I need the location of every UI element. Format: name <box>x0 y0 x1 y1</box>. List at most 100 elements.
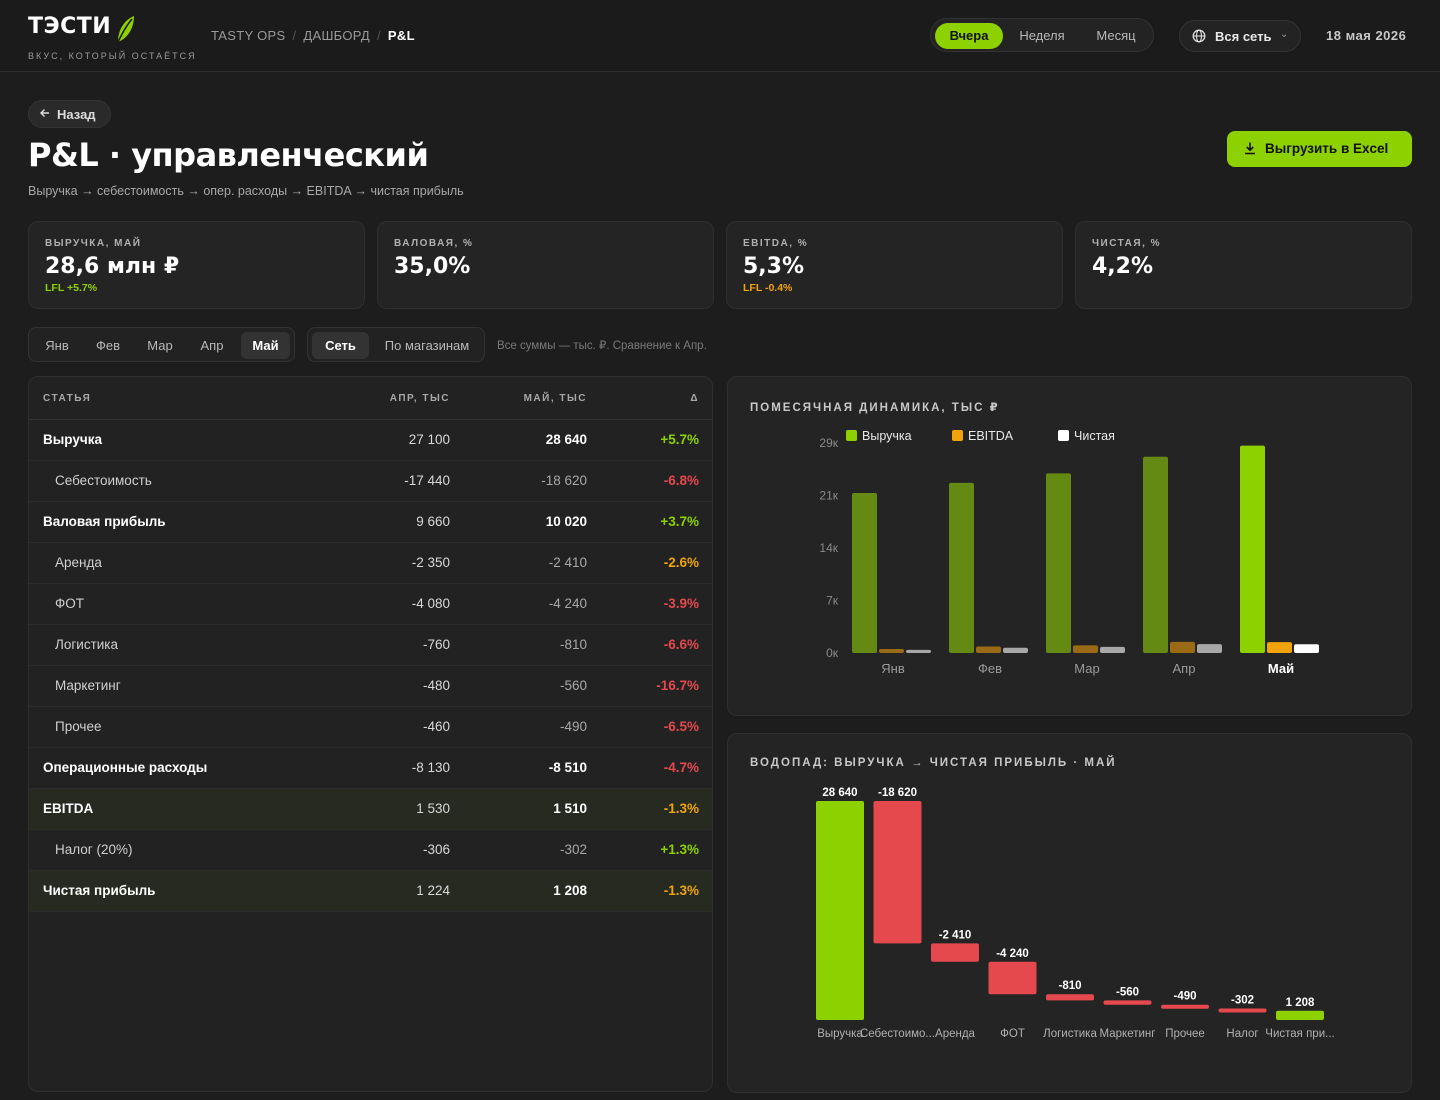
range-yesterday[interactable]: Вчера <box>935 23 1003 49</box>
waterfall-chart: 28 640 Выручка -18 620 Себестоимо... -2 410 А… <box>816 787 1335 1040</box>
bar-2[interactable] <box>1197 644 1222 653</box>
y-tick-label: 7к <box>826 594 839 608</box>
export-excel-button[interactable]: Выгрузить в Excel <box>1227 131 1412 167</box>
waterfall-bar[interactable] <box>1103 1000 1152 1005</box>
tab-jan[interactable]: Янв <box>45 338 69 353</box>
tab-may[interactable]: Май <box>241 332 290 359</box>
table-row[interactable]: Налог (20%) -306 -302 +1.3% <box>29 830 712 871</box>
data-label: 1 208 <box>1286 997 1315 1009</box>
x-tick-label: Аренда <box>935 1028 976 1040</box>
x-tick-label: ФОТ <box>1000 1028 1025 1040</box>
kpi-value: 35,0% <box>394 254 471 279</box>
waterfall-bar[interactable] <box>988 961 1037 995</box>
x-tick-label: Маркетинг <box>1100 1028 1156 1040</box>
table-row[interactable]: Логистика -760 -810 -6.6% <box>29 625 712 666</box>
waterfall-bar[interactable] <box>1161 1004 1209 1009</box>
row-label: EBITDA <box>43 801 94 816</box>
bar-1[interactable] <box>1073 645 1098 653</box>
page-title: P&L · управленческий <box>28 136 429 174</box>
bar-0[interactable] <box>1240 445 1265 653</box>
kpi-value: 4,2% <box>1092 254 1154 279</box>
tab-network[interactable]: Сеть <box>312 332 369 359</box>
kpi-card-ebitda: EBITDA, % 5,3% LFL -0.4% <box>726 221 1063 309</box>
bar-1[interactable] <box>1267 642 1292 653</box>
table-row[interactable]: Прочее -460 -490 -6.5% <box>29 707 712 748</box>
legend-swatch <box>846 430 857 441</box>
kpi-card-gross: ВАЛОВАЯ, % 35,0% <box>377 221 714 309</box>
row-label: Чистая прибыль <box>43 883 156 898</box>
kpi-caption: ВЫРУЧКА, МАЙ <box>45 238 142 249</box>
bar-2[interactable] <box>906 649 931 653</box>
table-row[interactable]: Операционные расходы -8 130 -8 510 -4.7% <box>29 748 712 789</box>
table-row[interactable]: ФОТ -4 080 -4 240 -3.9% <box>29 584 712 625</box>
x-tick-label: Прочее <box>1165 1028 1205 1040</box>
x-tick-label: Янв <box>881 661 905 676</box>
row-may-value: -2 410 <box>548 555 587 570</box>
row-apr-value: -480 <box>422 678 450 693</box>
bar-0[interactable] <box>949 482 974 653</box>
download-icon <box>1243 141 1257 158</box>
waterfall-bar[interactable] <box>1276 1010 1324 1020</box>
waterfall-bar[interactable] <box>931 943 979 962</box>
waterfall-bar[interactable] <box>816 801 864 1020</box>
tab-feb[interactable]: Фев <box>95 338 121 353</box>
range-week[interactable]: Неделя <box>1019 28 1065 43</box>
row-delta: -6.5% <box>663 719 699 734</box>
row-label: Валовая прибыль <box>43 514 166 529</box>
tab-by-stores[interactable]: По магазинам <box>384 338 470 353</box>
bar-0[interactable] <box>1046 473 1071 653</box>
breadcrumb-item[interactable]: ДАШБОРД <box>303 28 370 43</box>
y-tick-label: 21к <box>819 489 838 503</box>
bar-1[interactable] <box>976 646 1001 653</box>
bar-2[interactable] <box>1003 647 1028 653</box>
bar-1[interactable] <box>879 649 904 653</box>
table-row[interactable]: Аренда -2 350 -2 410 -2.6% <box>29 543 712 584</box>
kpi-lfl: LFL -0.4% <box>743 282 793 294</box>
row-apr-value: -4 080 <box>411 596 450 611</box>
x-tick-label: Выручка <box>817 1028 863 1040</box>
column-header: АПР, ТЫС <box>389 393 450 404</box>
monthly-bar-chart: 0к 7к 14к 21к 29к Выручка EBITDA Чистая Янв Фев Ма… <box>819 429 1319 676</box>
table-row[interactable]: Чистая прибыль 1 224 1 208 -1.3% <box>29 871 712 912</box>
table-row[interactable]: Маркетинг -480 -560 -16.7% <box>29 666 712 707</box>
row-apr-value: -2 350 <box>411 555 450 570</box>
x-tick-label: Себестоимо... <box>860 1028 935 1040</box>
table-row[interactable]: EBITDA 1 530 1 510 -1.3% <box>29 789 712 830</box>
row-apr-value: -8 130 <box>411 760 450 775</box>
waterfall-bar[interactable] <box>1218 1008 1267 1013</box>
bar-0[interactable] <box>852 492 877 653</box>
row-apr-value: 9 660 <box>416 514 450 529</box>
bar-1[interactable] <box>1170 641 1195 653</box>
breadcrumb-item[interactable]: TASTY OPS <box>211 28 286 43</box>
logo-text: ТЭСТИ <box>28 14 112 39</box>
logo[interactable]: ТЭСТИ ВКУС, КОТОРЫЙ ОСТАЁТСЯ <box>28 14 197 61</box>
x-tick-label: Чистая при... <box>1265 1028 1334 1040</box>
tab-mar[interactable]: Мар <box>147 338 173 353</box>
kpi-lfl: LFL +5.7% <box>45 282 98 294</box>
bar-2[interactable] <box>1294 644 1319 653</box>
table-row[interactable]: Выручка 27 100 28 640 +5.7% <box>29 420 712 461</box>
chevron-down-icon: ⌄ <box>1280 29 1289 40</box>
row-label: Себестоимость <box>55 473 152 488</box>
range-month[interactable]: Месяц <box>1096 28 1136 43</box>
chart-title: ВОДОПАД: ВЫРУЧКА → ЧИСТАЯ ПРИБЫЛЬ · МАЙ <box>750 757 1117 769</box>
column-header: Δ <box>690 393 699 404</box>
scope-tabs: Сеть По магазинам <box>307 327 485 362</box>
tab-apr[interactable]: Апр <box>200 338 224 353</box>
row-label: Прочее <box>55 719 102 734</box>
back-button[interactable]: Назад <box>28 100 111 128</box>
filters-note: Все суммы — тыс. ₽. Сравнение к Апр. <box>497 340 707 352</box>
row-delta: -1.3% <box>663 883 699 898</box>
row-delta: -6.6% <box>663 637 699 652</box>
bar-0[interactable] <box>1143 456 1168 653</box>
waterfall-bar[interactable] <box>1046 994 1094 1001</box>
waterfall-bar[interactable] <box>873 801 922 944</box>
bar-2[interactable] <box>1100 646 1125 653</box>
network-selector[interactable]: Вся сеть ⌄ <box>1179 20 1301 52</box>
data-label: 28 640 <box>822 787 857 799</box>
x-tick-label: Апр <box>1173 661 1196 676</box>
row-label: Выручка <box>43 432 102 447</box>
kpi-card-net: ЧИСТАЯ, % 4,2% <box>1075 221 1412 309</box>
table-row[interactable]: Валовая прибыль 9 660 10 020 +3.7% <box>29 502 712 543</box>
table-row[interactable]: Себестоимость -17 440 -18 620 -6.8% <box>29 461 712 502</box>
